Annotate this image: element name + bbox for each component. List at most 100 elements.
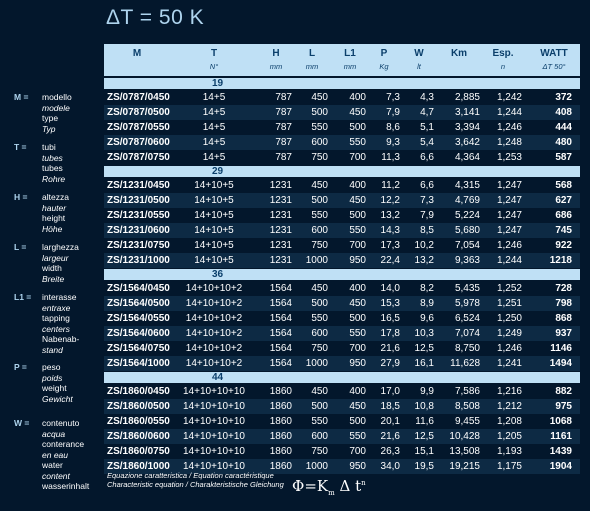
water-cell: 8,9 xyxy=(420,298,434,309)
centers-cell: 500 xyxy=(349,313,366,324)
km-cell: 10,428 xyxy=(449,431,480,442)
exponent-cell: 1,212 xyxy=(496,401,522,412)
column-unit: mm xyxy=(305,62,319,71)
tubes-cell: 14+10+10+2 xyxy=(185,358,243,369)
table-row: ZS/1860/1000 14+10+10+10 1860 1000 950 34,0 19… xyxy=(104,459,580,474)
model-cell: ZS/1860/1000 xyxy=(107,461,170,472)
column-unit: mm xyxy=(343,62,357,71)
water-cell: 7,3 xyxy=(420,195,434,206)
footer: Equazione caratteristica / Equation cara… xyxy=(104,463,580,507)
watt-cell: 1068 xyxy=(549,416,572,427)
watt-cell: 975 xyxy=(555,401,572,412)
width-cell: 450 xyxy=(311,92,328,103)
phi-symbol: Φ xyxy=(292,477,305,495)
model-cell: ZS/1860/0550 xyxy=(107,416,170,427)
km-cell: 4,364 xyxy=(454,152,480,163)
model-cell: ZS/1564/0550 xyxy=(107,313,170,324)
weight-cell: 20,1 xyxy=(380,416,400,427)
exponent-cell: 1,205 xyxy=(496,431,522,442)
width-cell: 550 xyxy=(311,122,328,133)
column-unit: n xyxy=(500,62,506,71)
watt-cell: 745 xyxy=(555,225,572,236)
legend-line: Höhe xyxy=(42,223,63,234)
exponent-cell: 1,247 xyxy=(496,180,522,191)
weight-cell: 15,3 xyxy=(380,298,400,309)
model-cell: ZS/1564/0600 xyxy=(107,328,170,339)
km-cell: 5,680 xyxy=(454,225,480,236)
model-cell: ZS/1860/0450 xyxy=(107,386,170,397)
width-cell: 750 xyxy=(311,240,328,251)
km-cell: 3,141 xyxy=(454,107,480,118)
weight-cell: 34,0 xyxy=(380,461,400,472)
tubes-cell: 14+5 xyxy=(202,122,226,133)
height-cell: 1564 xyxy=(269,298,292,309)
width-cell: 600 xyxy=(311,137,328,148)
water-cell: 9,6 xyxy=(420,313,434,324)
centers-cell: 700 xyxy=(349,446,366,457)
water-cell: 19,5 xyxy=(414,461,434,472)
legend-key: W = xyxy=(14,418,30,428)
weight-cell: 7,3 xyxy=(386,92,400,103)
width-cell: 750 xyxy=(311,152,328,163)
width-cell: 450 xyxy=(311,283,328,294)
column-unit: mm xyxy=(269,62,283,71)
water-cell: 4,7 xyxy=(420,107,434,118)
table-row: ZS/0787/0500 14+5 787 500 450 7,9 4,7 3,141 1,24… xyxy=(104,105,580,120)
table-row: ZS/1860/0550 14+10+10+10 1860 550 500 20,1 11,… xyxy=(104,414,580,429)
watt-cell: 1439 xyxy=(549,446,572,457)
km-cell: 9,455 xyxy=(454,416,480,427)
watt-cell: 444 xyxy=(555,122,572,133)
column-header: T xyxy=(210,48,218,59)
water-cell: 7,9 xyxy=(420,210,434,221)
group-label: 29 xyxy=(212,166,224,177)
centers-cell: 950 xyxy=(349,461,366,472)
exponent-cell: 1,241 xyxy=(496,358,522,369)
exponent-cell: 1,251 xyxy=(496,298,522,309)
weight-cell: 13,2 xyxy=(380,210,400,221)
water-cell: 9,9 xyxy=(420,386,434,397)
group-band: 19 xyxy=(104,78,580,89)
water-cell: 8,5 xyxy=(420,225,434,236)
legend-translations: tubi tubes tubes Rohre xyxy=(42,142,65,184)
legend-line: tubes xyxy=(42,163,63,173)
centers-cell: 500 xyxy=(349,122,366,133)
km-cell: 5,435 xyxy=(454,283,480,294)
watt-cell: 882 xyxy=(555,386,572,397)
height-cell: 1231 xyxy=(269,180,292,191)
table-row: ZS/0787/0600 14+5 787 600 550 9,3 5,4 3,642 1,24… xyxy=(104,135,580,150)
km-cell: 7,054 xyxy=(454,240,480,251)
water-cell: 4,3 xyxy=(420,92,434,103)
tubes-cell: 14+10+10+2 xyxy=(185,343,243,354)
column-header: W xyxy=(414,48,424,59)
width-cell: 500 xyxy=(311,107,328,118)
km-cell: 8,750 xyxy=(454,343,480,354)
water-cell: 13,2 xyxy=(414,255,434,266)
centers-cell: 400 xyxy=(349,180,366,191)
exponent-cell: 1,247 xyxy=(496,210,522,221)
watt-cell: 1904 xyxy=(549,461,572,472)
tubes-cell: 14+10+10+10 xyxy=(182,431,245,442)
equation-caption-line: Equazione caratteristica / Equation cara… xyxy=(107,471,274,480)
centers-cell: 450 xyxy=(349,401,366,412)
model-cell: ZS/1564/0450 xyxy=(107,283,170,294)
water-cell: 15,1 xyxy=(414,446,434,457)
tubes-cell: 14+10+5 xyxy=(194,210,234,221)
legend-line: conterance xyxy=(42,439,85,449)
legend-line: modello xyxy=(42,92,72,102)
height-cell: 787 xyxy=(275,137,292,148)
formula-equals: =K xyxy=(304,477,329,495)
table-row: ZS/0787/0550 14+5 787 550 500 8,6 5,1 3,394 1,24… xyxy=(104,120,580,135)
km-cell: 7,074 xyxy=(454,328,480,339)
legend-key: H = xyxy=(14,192,28,202)
legend-line: larghezza xyxy=(42,242,79,252)
watt-cell: 480 xyxy=(555,137,572,148)
centers-cell: 450 xyxy=(349,195,366,206)
column-header: M xyxy=(132,48,142,59)
water-cell: 5,4 xyxy=(420,137,434,148)
height-cell: 1860 xyxy=(269,401,292,412)
legend-key: L1 = xyxy=(14,292,32,302)
legend-line: poids xyxy=(42,372,63,383)
column-unit: Kg xyxy=(379,62,389,71)
legend-line: en eau xyxy=(42,449,68,460)
width-cell: 1000 xyxy=(305,358,328,369)
